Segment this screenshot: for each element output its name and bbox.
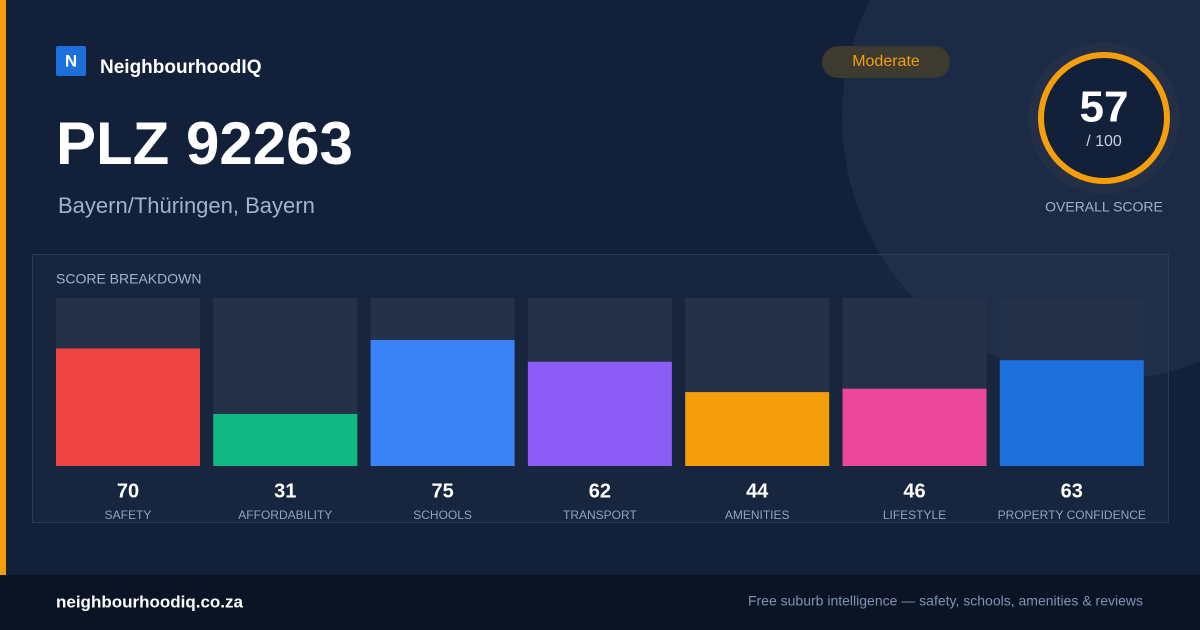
category-label: AMENITIES (725, 508, 790, 522)
category-label: SAFETY (105, 508, 152, 522)
category-label: LIFESTYLE (883, 508, 946, 522)
bar (56, 348, 200, 466)
logo (56, 46, 86, 76)
title: PLZ 92263 (56, 110, 353, 177)
value-label: 62 (589, 480, 611, 502)
badge (822, 46, 950, 78)
category-label: AFFORDABILITY (238, 508, 332, 522)
bar (370, 340, 515, 466)
bar (999, 360, 1144, 466)
accent-stripe (0, 0, 6, 575)
subtitle: Bayern/Thüringen, Bayern (58, 193, 315, 218)
category-label: TRANSPORT (563, 508, 637, 522)
score-ring (1038, 52, 1170, 184)
chart-title: SCORE BREAKDOWN (56, 271, 201, 287)
value-label: 46 (903, 480, 925, 502)
score-label: OVERALL SCORE (1045, 199, 1163, 215)
value-label: 63 (1061, 480, 1083, 502)
brand: NeighbourhoodIQ (100, 57, 261, 78)
footer-site: neighbourhoodiq.co.za (56, 592, 244, 611)
value-label: 75 (431, 480, 453, 502)
panel (32, 254, 1169, 523)
value-label: 70 (117, 480, 139, 502)
badge-text: Moderate (852, 53, 920, 70)
category-label: SCHOOLS (413, 508, 472, 522)
category-label: PROPERTY CONFIDENCE (998, 508, 1146, 522)
bar (685, 392, 830, 466)
bar (213, 413, 358, 466)
footer-bar (0, 575, 1200, 630)
logo-letter: N (65, 51, 77, 70)
value-label: 31 (274, 480, 296, 502)
footer-tagline: Free suburb intelligence — safety, schoo… (748, 593, 1143, 609)
value-label: 44 (746, 480, 769, 502)
bar (842, 388, 987, 466)
score-max: / 100 (1086, 133, 1122, 150)
bar (527, 361, 672, 466)
score-value: 57 (1080, 83, 1129, 132)
